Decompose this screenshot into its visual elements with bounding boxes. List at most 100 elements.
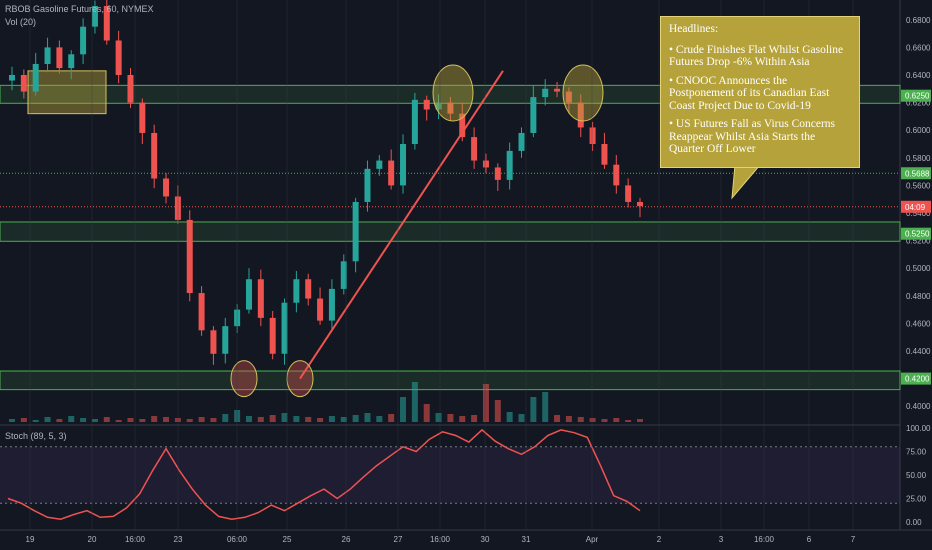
price-badge [901, 167, 931, 180]
volume-bar [317, 418, 324, 422]
price-tick-label: 0.4600 [906, 319, 931, 328]
candle-body [423, 99, 430, 110]
price-tick-label: 0.5600 [906, 181, 931, 190]
candle-body [577, 102, 584, 128]
candle-body [376, 160, 383, 169]
volume-bar [542, 392, 549, 422]
consolidation-box [27, 70, 107, 115]
candle-body [269, 317, 276, 354]
volume-bar [506, 412, 513, 422]
candle-body [305, 279, 312, 299]
candle-body [364, 168, 371, 202]
candle-body [400, 144, 407, 186]
candle-body [637, 201, 643, 207]
volume-bar [245, 416, 252, 422]
volume-bar [482, 384, 489, 422]
price-badge-label: 04:09 [905, 203, 926, 212]
volume-bar [471, 415, 478, 422]
volume-bar [103, 417, 110, 422]
price-axis: 0.6800 0.6600 0.6400 0.6200 0.6000 0.5800 0.56… [901, 16, 931, 411]
volume-bar [91, 419, 98, 422]
volume-bar [32, 420, 39, 422]
price-badge-label: 0.6250 [905, 92, 930, 101]
volume-bar [554, 415, 561, 422]
candle-body [139, 102, 146, 133]
candle-body [281, 302, 288, 354]
volume-bar [613, 418, 620, 422]
price-tick-label: 0.4000 [906, 402, 931, 411]
candle-body [482, 160, 489, 168]
volume-bar [625, 420, 632, 422]
candle-body [198, 293, 205, 331]
volume-bar [518, 414, 525, 422]
candle-body [210, 330, 217, 354]
volume-bar [494, 400, 501, 422]
price-tick-label: 0.6000 [906, 126, 931, 135]
candle-body [234, 309, 241, 327]
stoch-panel: 100.00 75.00 50.00 25.00 0.00 [0, 424, 931, 527]
volume-bar [269, 415, 276, 422]
volume-bar [447, 414, 454, 422]
price-tick-label: 0.6800 [906, 16, 931, 25]
candle-body [245, 279, 252, 310]
stoch-tick-label: 0.00 [906, 518, 922, 527]
candle-body [411, 99, 418, 144]
candle-body [554, 88, 561, 92]
stoch-line [7, 428, 641, 520]
candle-body [328, 288, 335, 321]
candle-body [293, 279, 300, 303]
volume-bar [565, 416, 572, 422]
volume-bar [68, 416, 75, 422]
price-tick-label: 0.5200 [906, 237, 931, 246]
volume-bar [127, 418, 134, 422]
volume-bar [115, 420, 122, 422]
stoch-tick-label: 50.00 [906, 471, 927, 480]
candle-body [56, 47, 63, 69]
candle-body [317, 298, 324, 321]
price-badge-label: 0.4200 [905, 375, 930, 384]
volume-bar [388, 414, 395, 422]
headline-item: • US Futures Fall as Virus Concerns Reap… [669, 118, 836, 155]
time-tick-label: 7 [851, 535, 856, 544]
time-tick-label: 26 [342, 535, 351, 544]
candlesticks [9, 0, 643, 365]
time-tick-label: 3 [719, 535, 724, 544]
volume-bar [20, 418, 27, 422]
candle-body [257, 279, 264, 318]
candle-body [174, 196, 181, 220]
candle-body [447, 102, 454, 114]
volume-bar [222, 414, 229, 422]
candle-body [530, 97, 537, 133]
time-tick-label: 25 [283, 535, 292, 544]
candle-body [9, 75, 15, 81]
price-badge [901, 89, 931, 102]
candle-body [222, 326, 229, 354]
volume-bar [198, 417, 205, 422]
stoch-indicator-label: Stoch (89, 5, 3) [5, 431, 67, 441]
volume-bar [589, 418, 596, 422]
low-circle [286, 360, 314, 398]
volume-bar [139, 419, 146, 422]
symbol-title: RBOB Gasoline Futures, 60, NYMEX [5, 4, 154, 14]
volume-bar [210, 418, 217, 422]
volume-bar [364, 413, 371, 422]
time-tick-label: 27 [394, 535, 403, 544]
candle-body [542, 88, 549, 98]
price-tick-label: 0.6400 [906, 71, 931, 80]
candle-body [103, 6, 110, 41]
candle-body [494, 167, 501, 180]
price-badge-label: 0.5688 [905, 169, 930, 178]
time-tick-label: 31 [522, 535, 531, 544]
candle-body [163, 178, 170, 197]
time-tick-label: 06:00 [227, 535, 248, 544]
time-tick-label: 19 [26, 535, 35, 544]
candle-body [613, 164, 620, 186]
volume-bar [305, 417, 312, 422]
candle-body [340, 261, 347, 289]
candle-body [352, 201, 359, 262]
support-resistance-zones [0, 0, 932, 531]
volume-bar [56, 419, 63, 422]
candle-body [44, 47, 51, 64]
headline-item: • CNOOC Announces the Postponement of it… [669, 74, 830, 112]
time-tick-label: 30 [481, 535, 490, 544]
